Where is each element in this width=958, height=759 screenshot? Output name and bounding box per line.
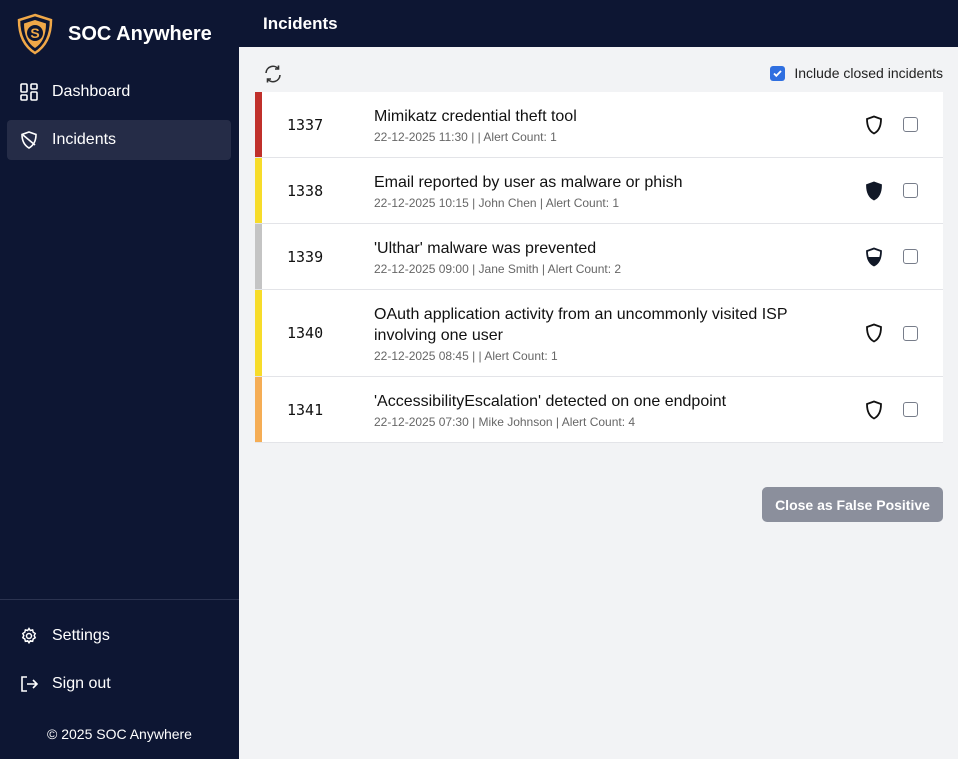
logo-shield-icon: S xyxy=(17,13,53,55)
incident-meta: 22-12-2025 11:30 | | Alert Count: 1 xyxy=(374,130,557,144)
incident-meta: 22-12-2025 10:15 | John Chen | Alert Cou… xyxy=(374,196,620,210)
status-shield-icon xyxy=(866,323,882,343)
include-closed-checkbox[interactable] xyxy=(770,65,786,81)
incident-meta: 22-12-2025 07:30 | Mike Johnson | Alert … xyxy=(374,415,636,429)
incident-row[interactable]: 1339 'Ulthar' malware was prevented 22-1… xyxy=(255,224,943,290)
include-closed-label: Include closed incidents xyxy=(794,65,943,81)
divider xyxy=(0,599,239,600)
row-checkbox[interactable] xyxy=(903,183,918,198)
sidebar-item-label: Settings xyxy=(52,627,110,644)
severity-bar xyxy=(255,92,262,157)
row-checkbox[interactable] xyxy=(903,117,918,132)
status-shield-icon xyxy=(866,115,882,135)
incident-id: 1341 xyxy=(287,400,324,419)
incident-title[interactable]: 'Ulthar' malware was prevented xyxy=(374,240,597,257)
status-shield-icon xyxy=(866,181,882,201)
row-checkbox[interactable] xyxy=(903,325,918,341)
row-checkbox[interactable] xyxy=(903,402,918,417)
incident-id: 1338 xyxy=(287,181,324,200)
incident-id: 1340 xyxy=(287,324,324,342)
incident-title[interactable]: Email reported by user as malware or phi… xyxy=(374,174,683,191)
incident-id: 1337 xyxy=(287,115,324,134)
incident-meta: 22-12-2025 08:45 | | Alert Count: 1 xyxy=(374,349,558,363)
row-checkbox[interactable] xyxy=(903,249,918,264)
incident-row[interactable]: 1341 'AccessibilityEscalation' detected … xyxy=(255,377,943,443)
severity-bar xyxy=(255,224,262,289)
incident-list: 1337 Mimikatz credential theft tool 22-1… xyxy=(255,92,943,443)
close-false-positive-button[interactable]: Close as False Positive xyxy=(762,487,943,522)
status-shield-icon xyxy=(866,247,882,267)
shield-icon xyxy=(21,131,37,149)
incident-row[interactable]: 1337 Mimikatz credential theft tool 22-1… xyxy=(255,92,943,158)
svg-text:S: S xyxy=(30,25,39,41)
include-closed-toggle[interactable]: Include closed incidents xyxy=(770,65,943,81)
incident-title[interactable]: Mimikatz credential theft tool xyxy=(374,108,577,125)
sidebar-item-settings[interactable]: Settings xyxy=(7,616,231,656)
grid-icon xyxy=(20,83,38,101)
brand[interactable]: S SOC Anywhere xyxy=(16,13,212,55)
sign-out-icon xyxy=(21,676,38,692)
incident-row[interactable]: 1340 OAuth application activity from an … xyxy=(255,290,943,377)
page-title: Incidents xyxy=(239,0,958,47)
sidebar: S SOC Anywhere Dashboard Incidents Setti… xyxy=(0,0,239,759)
refresh-icon[interactable] xyxy=(263,64,283,84)
status-shield-icon xyxy=(866,400,882,420)
incident-title[interactable]: OAuth application activity from an uncom… xyxy=(374,306,788,344)
copyright: © 2025 SOC Anywhere xyxy=(47,726,192,742)
sidebar-item-incidents[interactable]: Incidents xyxy=(7,120,231,160)
sidebar-item-label: Dashboard xyxy=(52,83,131,100)
sidebar-item-dashboard[interactable]: Dashboard xyxy=(7,72,231,112)
incident-meta: 22-12-2025 09:00 | Jane Smith | Alert Co… xyxy=(374,262,622,276)
severity-bar xyxy=(255,158,262,223)
sidebar-item-label: Sign out xyxy=(52,675,111,692)
sidebar-item-label: Incidents xyxy=(52,131,117,148)
severity-bar xyxy=(255,290,262,376)
incident-row[interactable]: 1338 Email reported by user as malware o… xyxy=(255,158,943,224)
sidebar-item-sign-out[interactable]: Sign out xyxy=(7,664,231,704)
app-name: SOC Anywhere xyxy=(68,22,212,45)
gear-icon xyxy=(21,627,37,645)
severity-bar xyxy=(255,377,262,442)
incident-id: 1339 xyxy=(287,247,324,266)
incident-title[interactable]: 'AccessibilityEscalation' detected on on… xyxy=(374,393,727,410)
